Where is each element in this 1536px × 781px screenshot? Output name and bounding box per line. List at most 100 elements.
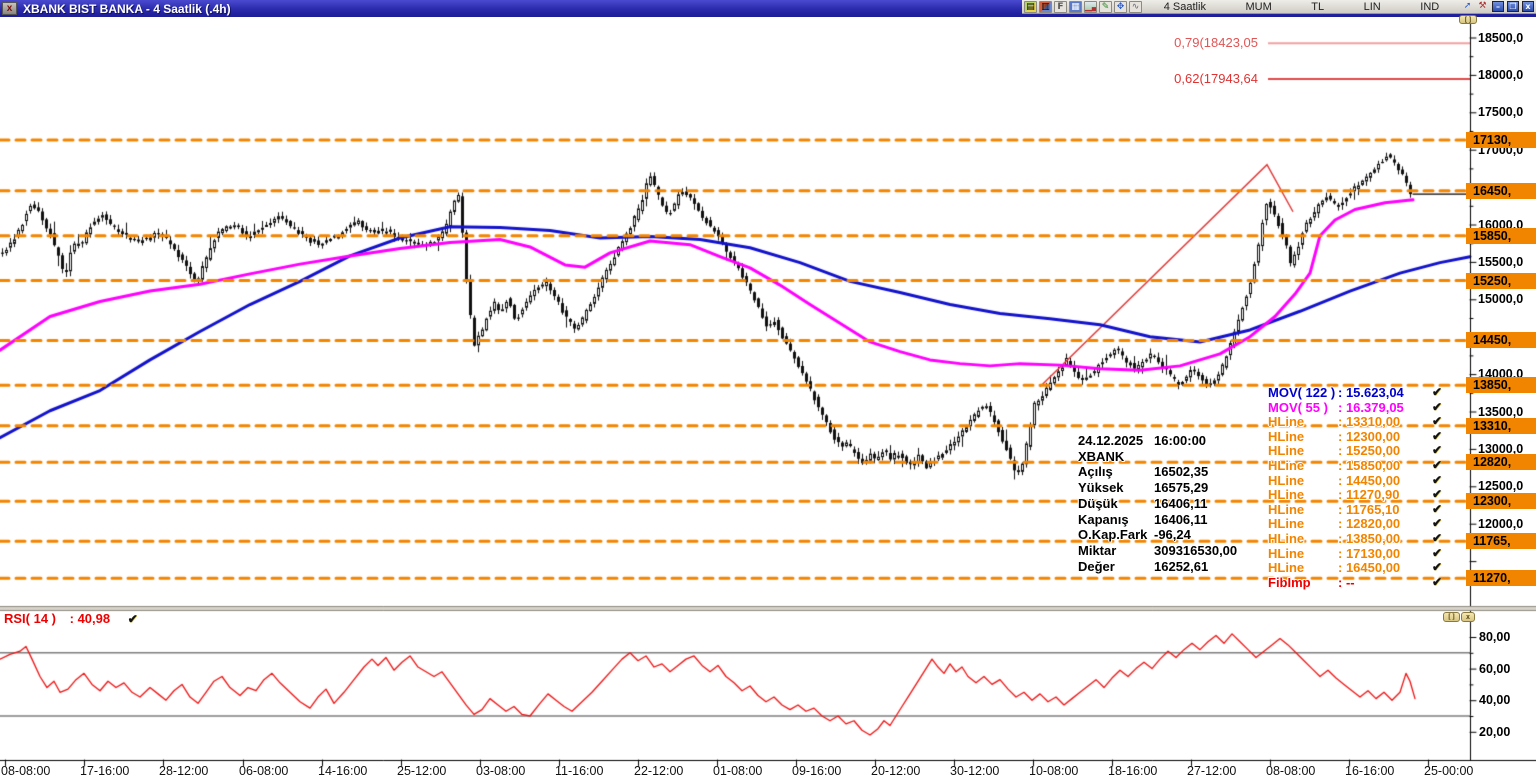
- price-level-badge[interactable]: 15850,: [1466, 227, 1536, 244]
- legend-value: : --: [1338, 574, 1355, 590]
- rsi-indicator-label: RSI( 14 ) : 40,98 ✔: [4, 611, 138, 626]
- x-axis-date-label: 09-16:00: [792, 764, 842, 778]
- databox-field-label: 24.12.2025: [1078, 433, 1144, 448]
- x-axis-date-label: 20-12:00: [871, 764, 921, 778]
- legend-row: MOV( 122 ): 15.623,04 ✔: [1268, 385, 1468, 400]
- x-axis-date-label: 03-08:00: [476, 764, 526, 778]
- legend-visibility-check-icon[interactable]: ✔: [1432, 531, 1443, 545]
- legend-value: : 12820,00: [1338, 516, 1401, 532]
- compass-icon[interactable]: ✥: [1114, 0, 1127, 13]
- legend-value: : 16.379,05: [1338, 399, 1404, 415]
- legend-visibility-check-icon[interactable]: ✔: [1432, 385, 1443, 399]
- price-level-badge[interactable]: 12300,: [1466, 493, 1536, 510]
- databox-field-value: 16575,29: [1154, 480, 1209, 496]
- legend-row: HLine: 16450,00 ✔: [1268, 560, 1468, 575]
- price-axis-label: 13500,0: [1478, 404, 1524, 419]
- price-axis-label: 15000,0: [1478, 292, 1524, 307]
- currency-button[interactable]: TL: [1311, 0, 1325, 13]
- databox-field-value: 16406,11: [1154, 511, 1208, 527]
- legend-value: : 11765,10: [1338, 501, 1400, 517]
- legend-value: : 16450,00: [1338, 560, 1401, 576]
- chart-collapse-button[interactable]: []: [1459, 15, 1477, 24]
- legend-visibility-check-icon[interactable]: ✔: [1432, 545, 1443, 560]
- scale-button[interactable]: LIN: [1363, 0, 1381, 13]
- databox-field-value: 16502,35: [1154, 464, 1209, 480]
- x-axis-date-label: 11-16:00: [555, 764, 604, 778]
- rsi-value: : 40,98: [69, 611, 111, 626]
- rsi-axis-label: 60,00: [1479, 661, 1511, 676]
- candle-style-button[interactable]: MUM: [1245, 0, 1272, 13]
- legend-visibility-check-icon[interactable]: ✔: [1432, 399, 1443, 414]
- databox-row: XBANK: [1078, 449, 1268, 464]
- legend-visibility-check-icon[interactable]: ✔: [1432, 487, 1443, 502]
- legend-label: HLine: [1268, 443, 1305, 459]
- price-axis-label: 13000,0: [1478, 441, 1524, 456]
- window-close-button[interactable]: x: [1522, 1, 1534, 12]
- legend-row: HLine: 11270,90 ✔: [1268, 487, 1468, 502]
- price-level-badge[interactable]: 17130,: [1466, 131, 1536, 148]
- legend-visibility-check-icon[interactable]: ✔: [1432, 458, 1443, 472]
- watchlist-icon[interactable]: ▤: [1024, 0, 1037, 13]
- databox-field-value: 16252,61: [1154, 558, 1209, 574]
- price-level-badge[interactable]: 15250,: [1466, 272, 1536, 289]
- close-icon[interactable]: x: [2, 2, 17, 15]
- legend-visibility-check-icon[interactable]: ✔: [1432, 443, 1443, 458]
- rsi-panel-restore-button[interactable]: []: [1443, 612, 1460, 622]
- price-axis-label: 18500,0: [1478, 30, 1524, 45]
- databox-row: Yüksek 16575,29: [1078, 480, 1268, 495]
- databox-field-label: Açılış: [1078, 464, 1113, 480]
- price-level-badge[interactable]: 11270,: [1466, 570, 1536, 587]
- legend-row: HLine : 15250,00 ✔: [1268, 443, 1468, 458]
- zigzag-icon[interactable]: ∿: [1129, 0, 1142, 13]
- x-axis-date-label: 17-16:00: [80, 764, 130, 778]
- price-level-badge[interactable]: 12820,: [1466, 454, 1536, 471]
- draw-pencil-icon[interactable]: ✎: [1099, 0, 1112, 13]
- rsi-panel-close-button[interactable]: x: [1461, 612, 1475, 622]
- pointer-arrow-icon[interactable]: ➚: [1463, 0, 1472, 11]
- legend-value: : 15250,00: [1338, 443, 1401, 459]
- databox-row: Açılış 16502,35: [1078, 464, 1268, 479]
- rsi-name: RSI( 14 ): [4, 611, 57, 626]
- legend-visibility-check-icon[interactable]: ✔: [1432, 428, 1443, 443]
- x-axis-date-label: 08-08:00: [1266, 764, 1316, 778]
- legend-visibility-check-icon[interactable]: ✔: [1432, 472, 1443, 487]
- restore-button[interactable]: ❐: [1507, 1, 1519, 12]
- databox-field-label: Miktar: [1078, 542, 1117, 558]
- x-axis-date-label: 08-08:00: [1, 764, 51, 778]
- legend-label: HLine: [1268, 545, 1305, 561]
- legend-label: HLine: [1268, 472, 1305, 488]
- period-button[interactable]: 4 Saatlik: [1163, 0, 1206, 13]
- legend-visibility-check-icon[interactable]: ✔: [1432, 414, 1443, 429]
- price-axis-label: 12500,0: [1478, 479, 1524, 494]
- price-axis-label: 18000,0: [1478, 67, 1524, 82]
- databox-field-value: 16406,11: [1154, 495, 1208, 511]
- price-level-badge[interactable]: 11765,: [1466, 533, 1536, 550]
- legend-value: : 17130,00: [1338, 545, 1401, 561]
- matrix-icon[interactable]: ▦: [1069, 0, 1082, 13]
- chart-icon[interactable]: ▁▃▅: [1084, 0, 1097, 13]
- legend-value: : 12300,00: [1338, 428, 1401, 444]
- price-level-badge[interactable]: 16450,: [1466, 182, 1536, 199]
- legend-label: HLine: [1268, 458, 1305, 473]
- legend-visibility-check-icon[interactable]: ✔: [1432, 516, 1443, 531]
- databox-field-label: XBANK: [1078, 448, 1125, 464]
- main-toolbar: ▤ ▥ F ▦ ▁▃▅ ✎ ✥ ∿ 4 Saatlik MUM TL LIN I…: [1022, 0, 1536, 14]
- databox-row: Değer 16252,61: [1078, 559, 1268, 574]
- legend-row: MOV( 55 ): 16.379,05 ✔: [1268, 400, 1468, 415]
- tools-icon[interactable]: ⚒: [1478, 0, 1487, 11]
- legend-row: HLine: 15850,00 ✔: [1268, 458, 1468, 473]
- price-level-badge[interactable]: 13850,: [1466, 377, 1536, 394]
- legend-visibility-check-icon[interactable]: ✔: [1432, 501, 1443, 516]
- price-level-badge[interactable]: 13310,: [1466, 417, 1536, 434]
- indicator-button[interactable]: IND: [1420, 0, 1440, 13]
- legend-visibility-check-icon[interactable]: ✔: [1432, 574, 1443, 589]
- legend-visibility-check-icon[interactable]: ✔: [1432, 560, 1443, 575]
- minimize-button[interactable]: –: [1492, 1, 1504, 12]
- legend-value: : 14450,00: [1338, 472, 1401, 488]
- quote-icon[interactable]: ▥: [1039, 0, 1052, 13]
- rsi-visibility-check-icon[interactable]: ✔: [127, 612, 138, 626]
- price-level-badge[interactable]: 14450,: [1466, 332, 1536, 349]
- databox-row: 24.12.2025 16:00:00: [1078, 433, 1268, 448]
